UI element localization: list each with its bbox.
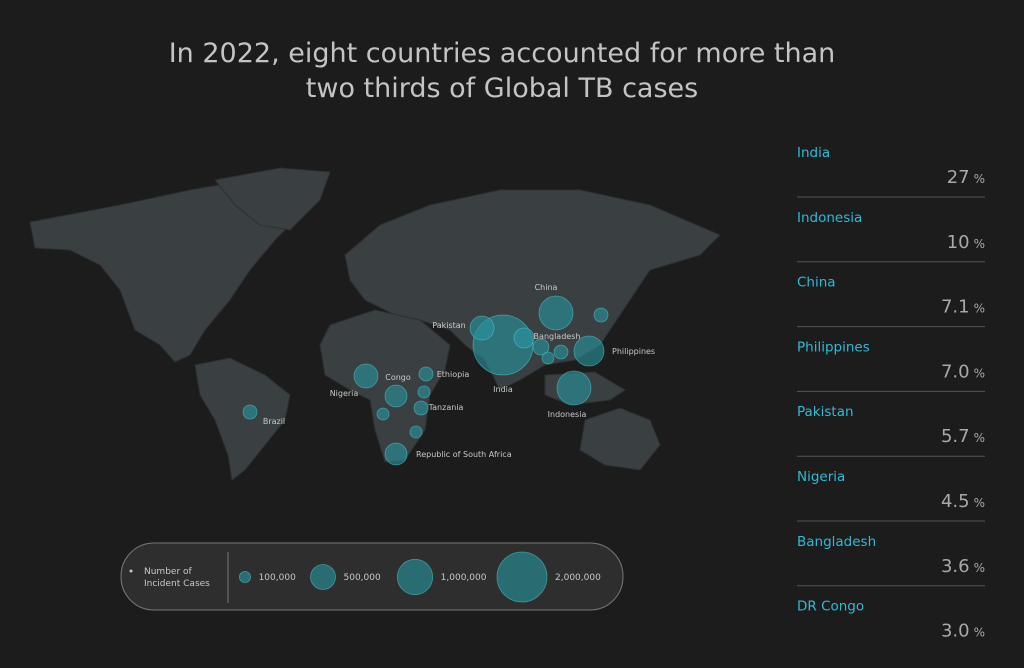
percent-sign: % xyxy=(974,626,985,640)
share-number: 7.0 xyxy=(941,361,970,382)
country-name: Indonesia xyxy=(797,210,862,226)
share-value: 5.7% xyxy=(941,426,985,447)
legend-box xyxy=(120,542,624,611)
land xyxy=(214,167,331,231)
percent-sign: % xyxy=(974,496,985,510)
map-label: India xyxy=(493,385,513,394)
map-label: Bangladesh xyxy=(534,332,581,341)
legend-label: 100,000 xyxy=(259,573,296,583)
map-label: Congo xyxy=(385,373,411,382)
land xyxy=(579,407,661,471)
bubble xyxy=(538,295,574,331)
bubble xyxy=(469,315,495,341)
legend-bullet xyxy=(129,569,133,573)
map-label: Brazil xyxy=(263,417,285,426)
bubble xyxy=(353,363,379,389)
map-label: Pakistan xyxy=(432,321,466,330)
bubble xyxy=(384,384,408,408)
bubble xyxy=(541,351,555,365)
bubble xyxy=(513,327,535,349)
country-name: Bangladesh xyxy=(797,534,876,550)
legend-title: Number of xyxy=(144,567,193,577)
map-label: Republic of South Africa xyxy=(416,450,512,459)
share-value: 3.0% xyxy=(941,621,985,642)
legend-bubble xyxy=(396,558,434,596)
title: two thirds of Global TB cases xyxy=(306,73,698,104)
bubble xyxy=(573,335,605,367)
world-map xyxy=(29,167,721,481)
land xyxy=(319,309,451,463)
share-value: 7.0% xyxy=(941,361,985,382)
bubble xyxy=(242,404,258,420)
country-name: DR Congo xyxy=(797,599,864,615)
bubble-layer: India China Indonesia Philippines Pakistan Ba… xyxy=(242,283,655,466)
percent-sign: % xyxy=(974,172,985,186)
percent-sign: % xyxy=(974,302,985,316)
bubble xyxy=(532,338,550,356)
share-number: 10 xyxy=(947,232,970,253)
country-name: China xyxy=(797,275,836,291)
map-label: Philippines xyxy=(612,347,655,356)
bubble xyxy=(384,442,408,466)
ranking-list: India 27 % Indonesia 10 % China 7.1 % Philippines… xyxy=(797,145,985,642)
percent-sign: % xyxy=(974,237,985,251)
share-value: 7.1% xyxy=(941,297,985,318)
map-label: Indonesia xyxy=(548,410,587,419)
share-value: 27% xyxy=(947,167,985,188)
legend-label: 1,000,000 xyxy=(441,573,487,583)
legend-bubble xyxy=(496,551,548,603)
map-label: Tanzania xyxy=(428,403,464,412)
bubble xyxy=(556,370,592,406)
bubble xyxy=(409,425,423,439)
map-label: China xyxy=(535,283,558,292)
bubble xyxy=(553,344,569,360)
share-value: 10% xyxy=(947,232,985,253)
share-number: 3.0 xyxy=(941,621,970,642)
percent-sign: % xyxy=(974,366,985,380)
percent-sign: % xyxy=(974,431,985,445)
share-value: 4.5% xyxy=(941,491,985,512)
country-name: Philippines xyxy=(797,339,870,355)
share-number: 4.5 xyxy=(941,491,970,512)
bubble xyxy=(376,407,390,421)
share-number: 7.1 xyxy=(941,297,970,318)
country-name: Pakistan xyxy=(797,404,854,420)
legend-bubble xyxy=(310,564,336,590)
share-value: 3.6% xyxy=(941,556,985,577)
share-number: 27 xyxy=(947,167,970,188)
percent-sign: % xyxy=(974,561,985,575)
legend-bubble xyxy=(239,571,251,583)
land xyxy=(194,357,291,481)
bubble xyxy=(418,366,434,382)
bubble xyxy=(413,400,429,416)
map-label: Nigeria xyxy=(330,389,359,398)
bubble xyxy=(417,385,431,399)
legend-title: Incident Cases xyxy=(144,579,210,589)
country-name: India xyxy=(797,145,830,161)
country-name: Nigeria xyxy=(797,469,845,485)
map-label: Ethiopia xyxy=(437,370,470,379)
bubble xyxy=(593,307,609,323)
share-number: 3.6 xyxy=(941,556,970,577)
legend-label: 2,000,000 xyxy=(555,573,601,583)
legend-label: 500,000 xyxy=(344,573,381,583)
share-number: 5.7 xyxy=(941,426,970,447)
title: In 2022, eight countries accounted for m… xyxy=(169,38,836,69)
